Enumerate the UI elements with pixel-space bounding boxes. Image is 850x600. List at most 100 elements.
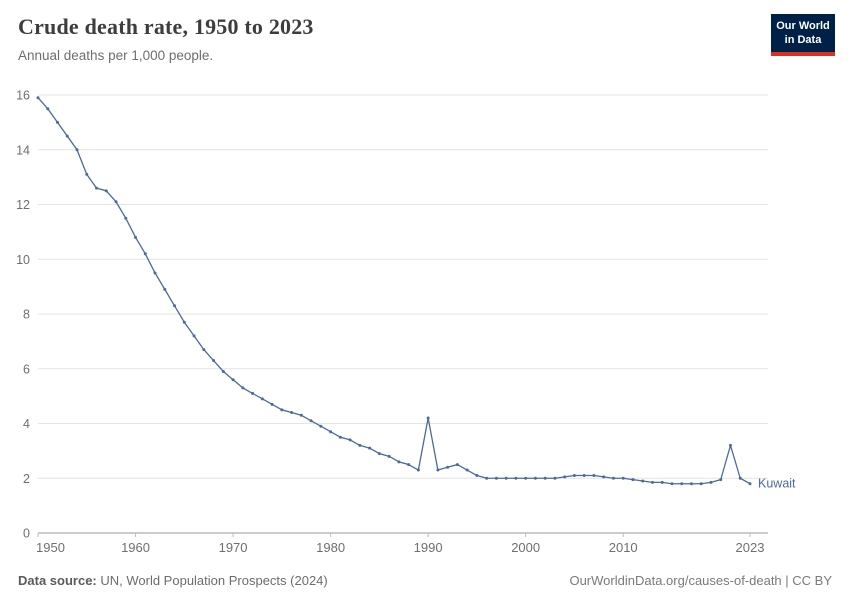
y-tick-label: 14	[16, 143, 30, 157]
data-point	[446, 465, 450, 469]
data-point	[348, 438, 352, 442]
data-point	[65, 134, 69, 138]
data-point	[407, 463, 411, 467]
data-point	[680, 482, 684, 486]
data-point	[504, 476, 508, 480]
data-point	[270, 402, 274, 406]
data-point	[524, 476, 528, 480]
data-point	[689, 482, 693, 486]
data-point	[650, 480, 654, 484]
credit-link[interactable]: OurWorldinData.org/causes-of-death | CC …	[569, 573, 832, 588]
data-point	[202, 348, 206, 352]
data-point	[572, 474, 576, 478]
header-text: Crude death rate, 1950 to 2023 Annual de…	[18, 14, 314, 63]
data-point	[709, 480, 713, 484]
data-point	[670, 482, 674, 486]
chart-footer: Data source: UN, World Population Prospe…	[18, 573, 832, 588]
data-point	[475, 474, 479, 478]
chart-title: Crude death rate, 1950 to 2023	[18, 14, 314, 39]
data-point	[163, 287, 167, 291]
x-tick-label: 2010	[609, 540, 638, 555]
chart-header: Crude death rate, 1950 to 2023 Annual de…	[18, 14, 835, 63]
data-point	[641, 479, 645, 483]
data-point	[309, 419, 313, 423]
data-point	[426, 416, 430, 420]
data-point	[46, 107, 50, 111]
data-point	[611, 476, 615, 480]
x-tick-label: 1970	[219, 540, 248, 555]
data-point	[416, 468, 420, 472]
data-point	[543, 476, 547, 480]
y-tick-label: 12	[16, 198, 30, 212]
data-point	[36, 96, 40, 100]
data-point	[212, 359, 216, 363]
x-tick-label: 1980	[316, 540, 345, 555]
y-tick-label: 0	[23, 527, 30, 541]
data-point	[104, 189, 108, 193]
data-point	[221, 369, 225, 373]
data-point	[75, 148, 79, 152]
data-point	[602, 475, 606, 479]
data-point	[699, 482, 703, 486]
series-end-label: Kuwait	[758, 477, 796, 491]
data-point	[621, 476, 625, 480]
data-point	[338, 435, 342, 439]
data-point	[153, 271, 157, 275]
data-point	[660, 480, 664, 484]
data-point	[124, 216, 128, 220]
data-point	[182, 320, 186, 324]
data-point	[329, 430, 333, 434]
data-point	[143, 252, 147, 256]
data-point	[514, 476, 518, 480]
data-point	[299, 413, 303, 417]
data-point	[377, 452, 381, 456]
owid-logo-line2: in Data	[784, 34, 822, 46]
data-point	[494, 476, 498, 480]
x-tick-label: 2023	[736, 540, 765, 555]
data-point	[455, 463, 459, 467]
y-tick-label: 8	[23, 308, 30, 322]
data-point	[397, 460, 401, 464]
owid-logo[interactable]: Our World in Data	[771, 14, 835, 56]
x-tick-label: 1950	[36, 540, 65, 555]
data-point	[728, 443, 732, 447]
data-point	[436, 468, 440, 472]
data-point	[582, 474, 586, 478]
data-source: Data source: UN, World Population Prospe…	[18, 573, 328, 588]
data-point	[134, 235, 138, 239]
y-tick-label: 6	[23, 362, 30, 376]
data-point	[85, 172, 89, 176]
y-tick-label: 10	[16, 253, 30, 267]
chart-svg[interactable]: 0 2 4 6 8 10 12 14 16 1950 1960 1970 1980 1990 2000 201…	[0, 78, 850, 558]
series-line-kuwait	[37, 97, 751, 485]
x-tick-label: 1990	[414, 540, 443, 555]
data-point	[173, 304, 177, 308]
data-point	[192, 334, 196, 338]
data-point	[592, 474, 596, 478]
x-tick-label: 2000	[511, 540, 540, 555]
data-point	[251, 391, 255, 395]
data-point	[719, 478, 723, 482]
data-point	[563, 475, 567, 479]
data-point	[241, 386, 245, 390]
data-point	[748, 482, 752, 486]
y-tick-label: 4	[23, 417, 30, 431]
y-tick-label: 2	[23, 472, 30, 486]
data-point	[260, 397, 264, 401]
data-source-label: Data source:	[18, 573, 97, 588]
data-point	[114, 200, 118, 204]
data-point	[368, 446, 372, 450]
y-tick-label: 16	[16, 89, 30, 103]
data-source-text: UN, World Population Prospects (2024)	[96, 573, 328, 588]
x-tick-label: 1960	[121, 540, 150, 555]
data-point	[290, 411, 294, 415]
data-point	[553, 476, 557, 480]
data-point	[56, 120, 60, 124]
data-point	[95, 186, 99, 190]
data-point	[358, 443, 362, 447]
owid-logo-line1: Our World	[776, 19, 830, 32]
data-point	[280, 408, 284, 412]
data-point	[485, 476, 489, 480]
data-point	[231, 378, 235, 382]
